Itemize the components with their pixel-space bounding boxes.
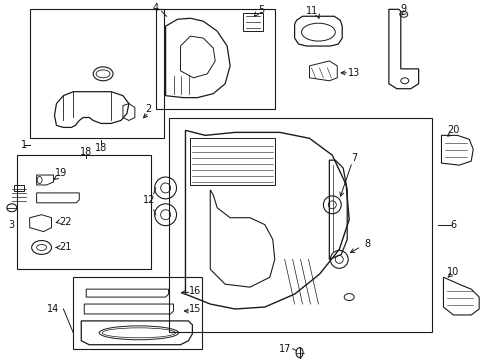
Text: 22: 22 <box>59 217 72 227</box>
Text: 15: 15 <box>189 304 201 314</box>
Text: 1: 1 <box>20 140 27 150</box>
Text: 17: 17 <box>278 344 290 354</box>
Text: 9: 9 <box>400 4 406 14</box>
Text: 11: 11 <box>305 6 318 16</box>
Text: 6: 6 <box>449 220 455 230</box>
Text: 4: 4 <box>152 3 159 13</box>
Text: 14: 14 <box>47 304 60 314</box>
Bar <box>73 277 202 349</box>
Text: 5: 5 <box>257 5 264 15</box>
Text: 19: 19 <box>55 168 67 178</box>
Bar <box>168 118 431 332</box>
Text: 8: 8 <box>363 239 369 249</box>
Text: 2: 2 <box>145 104 152 113</box>
Text: 18: 18 <box>80 147 92 157</box>
Text: 3: 3 <box>9 220 15 230</box>
Text: 20: 20 <box>446 125 459 135</box>
Text: 10: 10 <box>447 267 459 277</box>
Bar <box>30 9 163 138</box>
Bar <box>243 13 263 31</box>
Bar <box>155 9 274 109</box>
Text: 16: 16 <box>189 286 201 296</box>
Text: 21: 21 <box>59 243 71 252</box>
Text: 13: 13 <box>347 68 360 78</box>
Text: 18: 18 <box>95 143 107 153</box>
Bar <box>14 185 24 191</box>
Text: 12: 12 <box>142 195 155 205</box>
Text: 7: 7 <box>350 153 357 163</box>
Bar <box>17 155 150 269</box>
